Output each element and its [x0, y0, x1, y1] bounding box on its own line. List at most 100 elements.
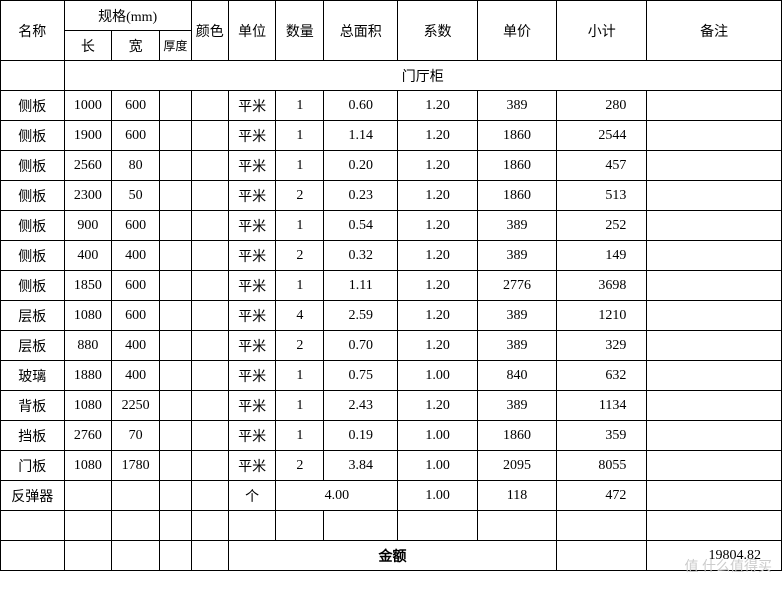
- cell-unit: 平米: [228, 151, 276, 181]
- col-unit: 单位: [228, 1, 276, 61]
- cell-coef: 1.20: [398, 121, 477, 151]
- cell-unit: 平米: [228, 331, 276, 361]
- cell-qty: 1: [276, 211, 324, 241]
- cell-subtotal: 2544: [557, 121, 647, 151]
- cell-width: [112, 481, 160, 511]
- col-spec-group: 规格(mm): [64, 1, 191, 31]
- col-thickness: 厚度: [159, 31, 191, 61]
- cell-remark: [647, 151, 782, 181]
- cell-unit: 个: [228, 481, 276, 511]
- cell-width: 600: [112, 301, 160, 331]
- table-row: 挡板 2760 70 平米 1 0.19 1.00 1860 359: [1, 421, 782, 451]
- cell-remark: [647, 391, 782, 421]
- cell-length: 900: [64, 211, 112, 241]
- cell-unit: 平米: [228, 271, 276, 301]
- cell-length: 1900: [64, 121, 112, 151]
- col-coef: 系数: [398, 1, 477, 61]
- cell-area: 3.84: [324, 451, 398, 481]
- cell-qty: 1: [276, 91, 324, 121]
- col-area: 总面积: [324, 1, 398, 61]
- col-remark: 备注: [647, 1, 782, 61]
- cell-price: 118: [477, 481, 556, 511]
- cell-thickness: [159, 481, 191, 511]
- cell-length: 1080: [64, 301, 112, 331]
- cell-subtotal: 457: [557, 151, 647, 181]
- cell-color: [191, 121, 228, 151]
- cell-color: [191, 481, 228, 511]
- table-row-special: 反弹器 个 4.00 1.00 118 472: [1, 481, 782, 511]
- cell-subtotal: 359: [557, 421, 647, 451]
- cell-thickness: [159, 151, 191, 181]
- cell-area-merged: 4.00: [276, 481, 398, 511]
- cell-area: 0.54: [324, 211, 398, 241]
- cell-price: 1860: [477, 421, 556, 451]
- cell-unit: 平米: [228, 241, 276, 271]
- cell-color: [191, 361, 228, 391]
- col-width: 宽: [112, 31, 160, 61]
- cell-name: 玻璃: [1, 361, 65, 391]
- cell-price: 389: [477, 301, 556, 331]
- cell-unit: 平米: [228, 361, 276, 391]
- cell-qty: 1: [276, 361, 324, 391]
- cell-color: [191, 421, 228, 451]
- cell-color: [191, 211, 228, 241]
- cell-length: 2300: [64, 181, 112, 211]
- cell-remark: [647, 211, 782, 241]
- cell-length: 1880: [64, 361, 112, 391]
- cell-remark: [647, 481, 782, 511]
- col-length: 长: [64, 31, 112, 61]
- cell-qty: 1: [276, 421, 324, 451]
- cell-coef: 1.20: [398, 301, 477, 331]
- total-value: 19804.82: [647, 541, 782, 571]
- cell-subtotal: 632: [557, 361, 647, 391]
- cell-qty: 2: [276, 241, 324, 271]
- cell-color: [191, 91, 228, 121]
- cell-coef: 1.00: [398, 451, 477, 481]
- cell-coef: 1.20: [398, 241, 477, 271]
- cell-qty: 2: [276, 451, 324, 481]
- section-title-row: 门厅柜: [1, 61, 782, 91]
- cell-subtotal: 1134: [557, 391, 647, 421]
- cell-area: 0.19: [324, 421, 398, 451]
- cell-subtotal: 3698: [557, 271, 647, 301]
- cell-qty: 1: [276, 271, 324, 301]
- cell-thickness: [159, 211, 191, 241]
- cell-price: 389: [477, 241, 556, 271]
- cell-thickness: [159, 271, 191, 301]
- cell-area: 0.70: [324, 331, 398, 361]
- cell-thickness: [159, 391, 191, 421]
- cell-price: 840: [477, 361, 556, 391]
- cell-price: 1860: [477, 181, 556, 211]
- cell-unit: 平米: [228, 391, 276, 421]
- section-title: 门厅柜: [64, 61, 781, 91]
- cell-length: 2760: [64, 421, 112, 451]
- cell-color: [191, 301, 228, 331]
- cell-qty: 1: [276, 151, 324, 181]
- cell-coef: 1.00: [398, 421, 477, 451]
- cell-unit: 平米: [228, 451, 276, 481]
- cell-color: [191, 271, 228, 301]
- cell-area: 2.59: [324, 301, 398, 331]
- cell-length: 2560: [64, 151, 112, 181]
- table-row: 侧板 400 400 平米 2 0.32 1.20 389 149: [1, 241, 782, 271]
- cell-subtotal: 513: [557, 181, 647, 211]
- cell-qty: 2: [276, 181, 324, 211]
- cell-coef: 1.20: [398, 391, 477, 421]
- cell-thickness: [159, 451, 191, 481]
- cell-color: [191, 451, 228, 481]
- col-name: 名称: [1, 1, 65, 61]
- cell-width: 400: [112, 361, 160, 391]
- cell-width: 1780: [112, 451, 160, 481]
- cell-remark: [647, 241, 782, 271]
- cell-remark: [647, 331, 782, 361]
- cell-remark: [647, 451, 782, 481]
- cell-area: 1.14: [324, 121, 398, 151]
- cell-coef: 1.20: [398, 271, 477, 301]
- cell-price: 389: [477, 211, 556, 241]
- cell-unit: 平米: [228, 181, 276, 211]
- cell-area: 0.20: [324, 151, 398, 181]
- cell-subtotal: 329: [557, 331, 647, 361]
- cell-name: 侧板: [1, 241, 65, 271]
- cell-qty: 2: [276, 331, 324, 361]
- cell-unit: 平米: [228, 91, 276, 121]
